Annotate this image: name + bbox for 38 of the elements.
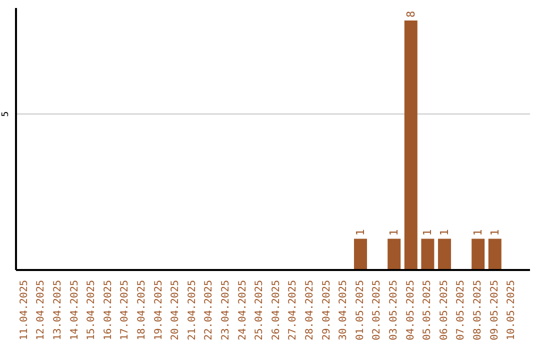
x-tick-label: 15.04.2025 (86, 280, 98, 340)
x-tick-label: 03.05.2025 (388, 280, 400, 340)
x-tick-label: 01.05.2025 (354, 280, 366, 340)
data-label: 1 (438, 229, 451, 236)
x-tick-label: 17.04.2025 (120, 280, 131, 340)
x-tick-label: 20.04.2025 (170, 280, 182, 340)
x-tick-label: 10.05.2025 (506, 280, 518, 340)
data-label: 1 (472, 229, 485, 236)
x-tick-label: 02.05.2025 (372, 280, 383, 340)
x-tick-label: 06.05.2025 (438, 280, 450, 340)
x-tick-label: 09.05.2025 (489, 280, 500, 340)
x-tick-label: 16.04.2025 (102, 280, 114, 340)
data-label: 1 (421, 229, 434, 236)
data-label: 1 (388, 229, 401, 236)
x-tick-label: 21.04.2025 (186, 280, 198, 340)
x-tick-label: 22.04.2025 (204, 280, 215, 340)
x-tick-label: 04.05.2025 (405, 280, 416, 340)
data-label: 8 (404, 10, 418, 18)
x-tick-label: 11.04.2025 (18, 280, 30, 340)
x-tick-label: 29.04.2025 (321, 280, 332, 340)
x-tick-label: 24.04.2025 (237, 280, 248, 340)
y-tick-label: 5 (1, 111, 11, 117)
x-tick-label: 30.04.2025 (338, 280, 350, 340)
x-tick-label: 08.05.2025 (472, 280, 484, 340)
x-tick-label: 27.04.2025 (288, 280, 299, 340)
x-tick-label: 25.04.2025 (254, 280, 266, 340)
x-tick-label: 19.04.2025 (153, 280, 164, 340)
x-tick-label: 05.05.2025 (422, 280, 434, 340)
data-label: 1 (488, 229, 502, 236)
x-tick-label: 12.04.2025 (36, 280, 47, 340)
x-tick-label: 23.04.2025 (220, 280, 232, 340)
x-tick-label: 07.05.2025 (456, 280, 467, 340)
data-label: 1 (354, 229, 367, 236)
x-tick-label: 18.04.2025 (136, 280, 148, 340)
x-tick-label: 13.04.2025 (52, 280, 64, 340)
x-tick-label: 14.04.2025 (69, 280, 80, 340)
x-tick-label: 28.04.2025 (304, 280, 316, 340)
x-tick-label: 26.04.2025 (270, 280, 282, 340)
